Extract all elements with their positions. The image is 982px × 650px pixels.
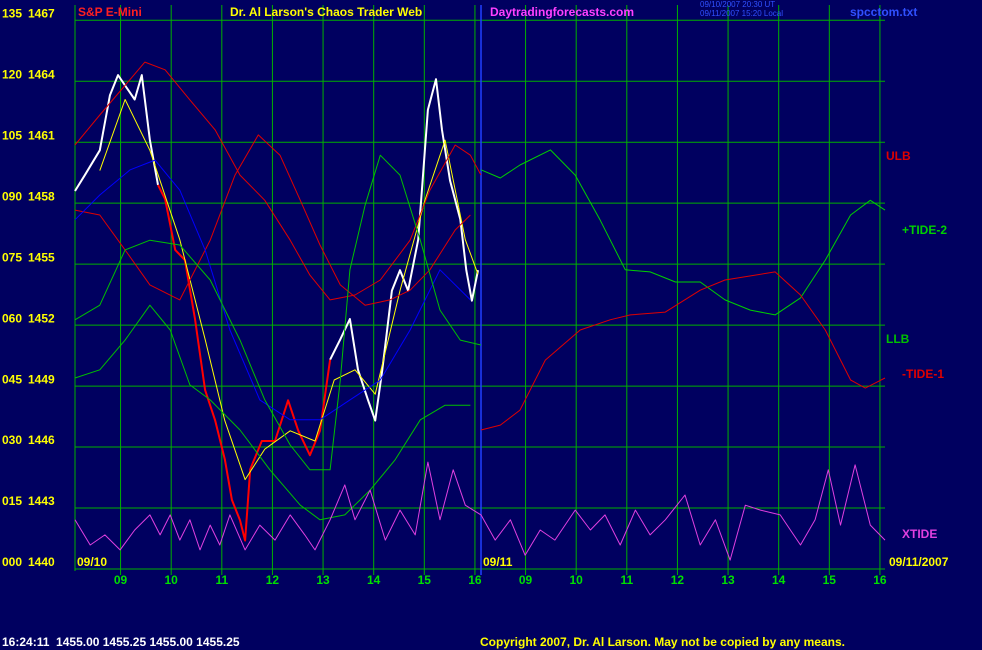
series-label: LLB <box>886 332 910 346</box>
series-line <box>99 99 479 481</box>
x-tick-label: 14 <box>772 573 786 587</box>
series-line <box>74 154 482 471</box>
y-tick-label: 1452 <box>28 311 55 325</box>
series-line <box>74 134 471 306</box>
plot-lines <box>74 61 886 561</box>
y2-tick-label: 000 <box>2 555 22 569</box>
y-tick-label: 1461 <box>28 128 55 142</box>
y2-tick-label: 075 <box>2 250 22 264</box>
x-tick-label: 11 <box>620 573 633 587</box>
x-tick-label: 12 <box>266 573 280 587</box>
copyright: Copyright 2007, Dr. Al Larson. May not b… <box>480 635 845 649</box>
y-tick-label: 1464 <box>28 67 55 81</box>
y-tick-label: 1449 <box>28 372 55 386</box>
x-tick-label: 10 <box>570 573 584 587</box>
y-tick-label: 1458 <box>28 189 55 203</box>
x-tick-label: 12 <box>671 573 685 587</box>
grid <box>74 5 885 575</box>
y-tick-label: 1446 <box>28 433 55 447</box>
y2-tick-label: 060 <box>2 311 22 325</box>
x-tick-label: 09 <box>519 573 533 587</box>
y2-tick-label: 120 <box>2 67 22 81</box>
y2-tick-label: 015 <box>2 494 22 508</box>
series-line <box>74 61 482 301</box>
x-tick-label: 14 <box>367 573 381 587</box>
series-label: XTIDE <box>902 527 937 541</box>
quote: 16:24:11 1455.00 1455.25 1455.00 1455.25 <box>2 635 240 649</box>
timestamp: 09/11/2007 15:20 Local <box>700 9 783 18</box>
website: Daytradingforecasts.com <box>490 5 634 19</box>
series-label: +TIDE-2 <box>902 223 947 237</box>
series-line <box>480 149 886 316</box>
x-tick-label: 13 <box>721 573 735 587</box>
series-label: -TIDE-1 <box>902 367 944 381</box>
x-tick-label: 13 <box>316 573 330 587</box>
date-label: 09/11/2007 <box>889 555 949 569</box>
y-tick-label: 1467 <box>28 6 55 20</box>
series-line <box>74 74 479 422</box>
y2-tick-label: 105 <box>2 128 22 142</box>
date-label: 09/10 <box>77 555 107 569</box>
x-tick-label: 15 <box>823 573 837 587</box>
series-line <box>74 159 471 421</box>
series-line <box>74 304 471 521</box>
y-tick-label: 1455 <box>28 250 55 264</box>
x-tick-label: 11 <box>215 573 228 587</box>
instrument: S&P E-Mini <box>78 5 142 19</box>
x-tick-label: 09 <box>114 573 128 587</box>
y2-tick-label: 045 <box>2 372 22 386</box>
x-tick-label: 16 <box>873 573 887 587</box>
series-line <box>74 461 886 561</box>
x-tick-label: 16 <box>468 573 482 587</box>
chart-title: Dr. Al Larson's Chaos Trader Web <box>230 5 422 19</box>
y2-tick-label: 090 <box>2 189 22 203</box>
series-label: ULB <box>886 149 911 163</box>
series-line <box>480 271 886 431</box>
file-name: spcctom.txt <box>850 5 917 19</box>
x-tick-label: 15 <box>418 573 432 587</box>
date-label: 09/11 <box>483 555 513 569</box>
y2-tick-label: 135 <box>2 6 22 20</box>
labels: S&P E-Mini Dr. Al Larson's Chaos Trader … <box>2 0 949 649</box>
timestamp: 09/10/2007 20:30 UT <box>700 0 775 9</box>
y2-tick-label: 030 <box>2 433 22 447</box>
y-tick-label: 1443 <box>28 494 55 508</box>
x-tick-label: 10 <box>165 573 179 587</box>
y-tick-label: 1440 <box>28 555 55 569</box>
